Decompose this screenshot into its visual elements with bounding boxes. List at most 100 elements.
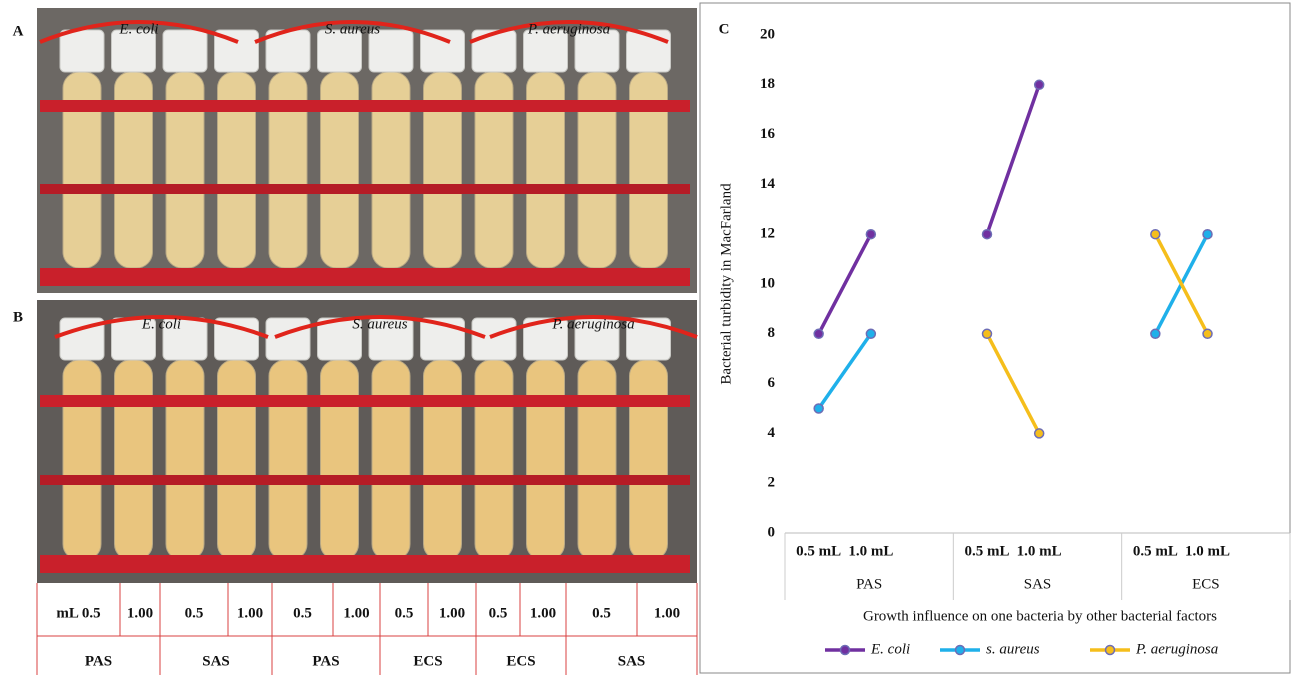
x-tick-label: 0.5 mL [965, 543, 1010, 559]
chart-frame [699, 2, 1291, 674]
panel-label: A [13, 23, 24, 39]
y-tick-label: 8 [768, 325, 776, 341]
tube-cap [59, 317, 105, 361]
series-marker [865, 328, 877, 340]
legend-label: s. aureus [986, 641, 1040, 657]
y-tick-label: 6 [768, 375, 776, 391]
photo-label: S. aureus [325, 21, 380, 37]
legend-marker [839, 644, 851, 656]
table-bg [37, 583, 697, 675]
label-arc [469, 20, 669, 44]
table-volume: 0.5 [592, 605, 611, 621]
series-marker [981, 328, 993, 340]
x-tick-label: 0.5 mL [1133, 543, 1178, 559]
label-arc [254, 20, 451, 44]
y-tick-label: 18 [760, 76, 775, 92]
table-volume: 0.5 [395, 605, 414, 621]
table-volume: 0.5 [489, 605, 508, 621]
table-group: PAS [85, 653, 112, 669]
tube [526, 359, 565, 561]
group-label: ECS [1192, 576, 1220, 592]
y-tick-label: 10 [760, 275, 775, 291]
rack [40, 475, 690, 485]
rack [40, 268, 690, 286]
series-marker [813, 403, 824, 414]
label-arc [54, 315, 269, 339]
photo-label: P. aeruginosa [527, 21, 610, 37]
y-axis-title: Bacterial turbidity in MacFarland [718, 183, 734, 385]
legend-label: E. coli [870, 641, 910, 657]
tube-cap [420, 29, 465, 73]
table-group: SAS [618, 653, 646, 669]
table-volume: 1.00 [127, 605, 153, 621]
tube-cap [471, 317, 517, 361]
tube-cap [111, 29, 156, 73]
y-tick-label: 12 [760, 226, 775, 242]
table-volume: 1.00 [530, 605, 556, 621]
table-group: ECS [413, 653, 442, 669]
table-group: SAS [202, 653, 230, 669]
group-label: PAS [856, 576, 882, 592]
rack [40, 184, 690, 194]
group-label: SAS [1024, 576, 1052, 592]
series-marker [981, 228, 993, 240]
x-tick-label: 0.5 mL [796, 543, 841, 559]
table-volume: 1.00 [439, 605, 465, 621]
tube-cap [317, 29, 362, 73]
rack [40, 555, 690, 573]
series-line [985, 332, 1041, 435]
series-marker [1202, 328, 1213, 340]
tube-cap [471, 29, 517, 73]
tube [629, 359, 668, 561]
tube [114, 359, 153, 561]
tube-cap [265, 317, 311, 361]
tube-cap [214, 29, 259, 73]
tube-cap [162, 29, 208, 73]
series-marker [1150, 328, 1161, 340]
table-volume: mL 0.5 [56, 605, 100, 621]
tube-cap [523, 29, 568, 73]
series-marker [813, 328, 824, 340]
series-line [817, 233, 873, 335]
label-arc [489, 315, 698, 339]
series-line [985, 84, 1041, 235]
y-tick-label: 14 [760, 176, 776, 192]
tube-cap [626, 317, 671, 361]
tube [268, 359, 308, 561]
tube [320, 359, 359, 561]
series-marker [1033, 428, 1045, 439]
tube-cap [368, 29, 414, 73]
y-tick-label: 20 [760, 26, 775, 42]
legend-marker [1104, 644, 1116, 656]
tube [165, 359, 205, 561]
photo-label: P. aeruginosa [551, 316, 634, 332]
x-tick-label: 1.0 mL [848, 543, 893, 559]
tube-cap [523, 317, 568, 361]
table-volume: 1.00 [654, 605, 680, 621]
series-marker [1202, 228, 1213, 240]
legend-label: P. aeruginosa [1135, 641, 1218, 657]
series-line [1153, 233, 1210, 335]
table-volume: 1.00 [237, 605, 263, 621]
tube [423, 359, 462, 561]
label-arc [39, 20, 239, 44]
panel-label: C [719, 21, 730, 37]
tube [371, 359, 411, 561]
panel-label: B [13, 309, 23, 325]
tube-cap [574, 29, 620, 73]
x-axis-title: Growth influence on one bacteria by othe… [863, 608, 1217, 624]
table-group: ECS [506, 653, 535, 669]
tube [474, 359, 514, 561]
table-volume: 0.5 [293, 605, 312, 621]
photo-label: S. aureus [352, 316, 407, 332]
tube [62, 359, 102, 561]
tube [577, 359, 617, 561]
series-marker [1033, 79, 1045, 91]
label-arc [274, 315, 486, 339]
y-tick-label: 4 [768, 425, 776, 441]
photo-label: E. coli [118, 21, 158, 37]
photo-label: E. coli [141, 316, 181, 332]
table-group: PAS [312, 653, 339, 669]
rack [40, 395, 690, 407]
